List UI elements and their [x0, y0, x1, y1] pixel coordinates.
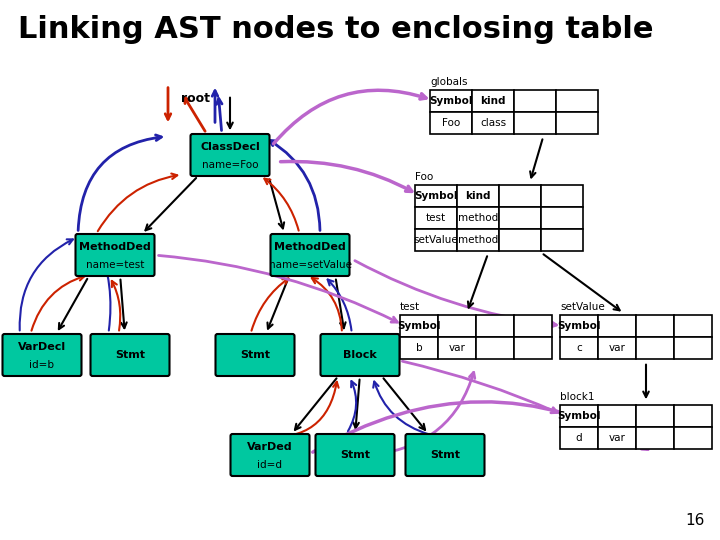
Text: id=d: id=d [258, 460, 282, 470]
Bar [560, 337, 598, 359]
Bar [476, 315, 514, 337]
Text: test: test [400, 302, 420, 312]
Text: Stmt: Stmt [340, 450, 370, 460]
Text: MethodDed: MethodDed [274, 242, 346, 252]
Bar [430, 90, 472, 112]
Text: Stmt: Stmt [430, 450, 460, 460]
Bar [457, 207, 499, 229]
Bar [636, 337, 674, 359]
FancyBboxPatch shape [2, 334, 81, 376]
Bar [499, 229, 541, 251]
Text: globals: globals [430, 77, 467, 87]
Bar [400, 337, 438, 359]
Text: Symbol: Symbol [429, 96, 473, 106]
FancyBboxPatch shape [91, 334, 169, 376]
Bar [560, 315, 598, 337]
Bar [415, 229, 457, 251]
Bar [499, 207, 541, 229]
Text: 16: 16 [685, 513, 705, 528]
Bar [636, 315, 674, 337]
Text: Symbol: Symbol [557, 411, 600, 421]
Text: Block: Block [343, 350, 377, 360]
Bar [415, 207, 457, 229]
Bar [674, 405, 712, 427]
Bar [457, 229, 499, 251]
Text: Stmt: Stmt [115, 350, 145, 360]
Text: var: var [449, 343, 465, 353]
Bar [514, 112, 556, 134]
Bar [674, 427, 712, 449]
Bar [560, 427, 598, 449]
Bar [636, 427, 674, 449]
Bar [598, 337, 636, 359]
Text: Symbol: Symbol [414, 191, 458, 201]
Text: method: method [458, 235, 498, 245]
Text: kind: kind [480, 96, 505, 106]
Bar [415, 185, 457, 207]
FancyBboxPatch shape [320, 334, 400, 376]
Text: setValue: setValue [413, 235, 459, 245]
FancyBboxPatch shape [230, 434, 310, 476]
Text: root: root [181, 91, 210, 105]
FancyBboxPatch shape [191, 134, 269, 176]
FancyBboxPatch shape [315, 434, 395, 476]
Bar [541, 185, 583, 207]
Text: id=b: id=b [30, 360, 55, 370]
Bar [400, 315, 438, 337]
Bar [556, 112, 598, 134]
Text: b: b [415, 343, 423, 353]
Bar [541, 229, 583, 251]
Bar [438, 337, 476, 359]
Text: Foo: Foo [415, 172, 433, 182]
Text: d: d [576, 433, 582, 443]
Text: Symbol: Symbol [557, 321, 600, 331]
Text: setValue: setValue [560, 302, 605, 312]
Bar [472, 112, 514, 134]
Bar [598, 405, 636, 427]
Bar [598, 427, 636, 449]
FancyBboxPatch shape [271, 234, 349, 276]
Text: Linking AST nodes to enclosing table: Linking AST nodes to enclosing table [18, 15, 654, 44]
FancyBboxPatch shape [76, 234, 155, 276]
Text: VarDecl: VarDecl [18, 342, 66, 352]
Text: method: method [458, 213, 498, 223]
Text: ClassDecl: ClassDecl [200, 142, 260, 152]
Text: VarDed: VarDed [247, 442, 293, 452]
Bar [457, 185, 499, 207]
FancyBboxPatch shape [215, 334, 294, 376]
Bar [472, 90, 514, 112]
Text: var: var [608, 343, 626, 353]
Text: test: test [426, 213, 446, 223]
Text: block1: block1 [560, 392, 595, 402]
Bar [541, 207, 583, 229]
Bar [438, 315, 476, 337]
Bar [499, 185, 541, 207]
Bar [514, 337, 552, 359]
Text: c: c [576, 343, 582, 353]
Text: Foo: Foo [442, 118, 460, 128]
Text: name=Foo: name=Foo [202, 160, 258, 170]
FancyBboxPatch shape [405, 434, 485, 476]
Text: Stmt: Stmt [240, 350, 270, 360]
Bar [598, 315, 636, 337]
Text: name=test: name=test [86, 260, 144, 270]
Bar [560, 405, 598, 427]
Text: MethodDed: MethodDed [79, 242, 151, 252]
Bar [556, 90, 598, 112]
Text: class: class [480, 118, 506, 128]
Bar [430, 112, 472, 134]
Text: name=setValue: name=setValue [269, 260, 351, 270]
Text: Symbol: Symbol [397, 321, 441, 331]
Bar [674, 315, 712, 337]
Bar [514, 90, 556, 112]
Text: var: var [608, 433, 626, 443]
Bar [674, 337, 712, 359]
Bar [476, 337, 514, 359]
Bar [514, 315, 552, 337]
Text: kind: kind [465, 191, 491, 201]
Bar [636, 405, 674, 427]
